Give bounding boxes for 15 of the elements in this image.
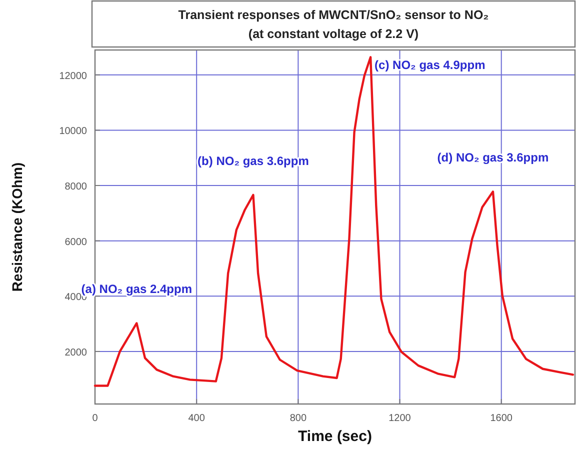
y-tick-label: 6000 (64, 236, 88, 248)
x-tick-label: 400 (188, 413, 206, 424)
y-tick-label: 8000 (64, 182, 88, 193)
chart-subtitle: (at constant voltage of 2.2 V) (248, 27, 419, 41)
x-tick-label: 800 (290, 413, 307, 424)
chart-title: Transient responses of MWCNT/SnO₂ sensor to NO₂ (178, 8, 489, 22)
y-tick-label: 2000 (64, 347, 88, 358)
x-tick-label: 0 (92, 413, 98, 424)
x-axis-title: Time (sec) (298, 428, 372, 445)
x-tick-label: 1600 (490, 413, 513, 424)
y-tick-label: 10000 (59, 126, 88, 138)
y-axis-title: Resistance (KOhm) (9, 162, 25, 292)
x-tick-label: 1200 (388, 413, 412, 424)
y-tick-label: 12000 (59, 70, 88, 82)
line-series (94, 56, 574, 387)
